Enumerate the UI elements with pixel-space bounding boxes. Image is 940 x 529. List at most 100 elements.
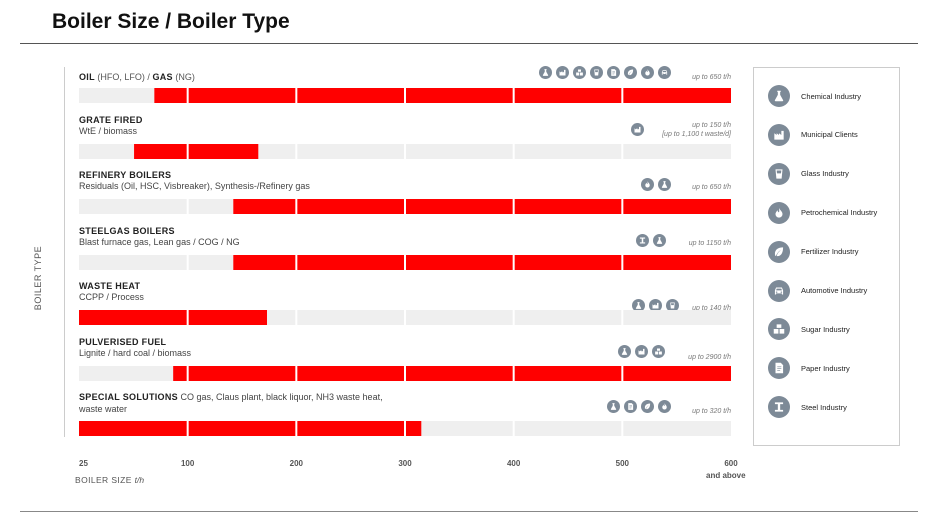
boiler-row: WASTE HEAT CCPP / Process up to 140 t/h xyxy=(79,281,731,337)
boiler-row: SPECIAL SOLUTIONS CO gas, Claus plant, b… xyxy=(79,392,731,448)
capacity-bar xyxy=(134,144,259,159)
legend-item: Chemical Industry xyxy=(768,84,861,108)
sugar-icon xyxy=(573,66,586,79)
bar-track xyxy=(79,144,731,159)
municipal-icon xyxy=(556,66,569,79)
bar-chart-svg xyxy=(134,144,624,159)
industry-legend: Chemical Industry Municipal Clients Glass … xyxy=(753,67,900,446)
legend-label: Glass Industry xyxy=(801,169,849,179)
fertilizer-icon xyxy=(768,240,790,263)
grid-separator xyxy=(621,421,624,436)
chemical-icon xyxy=(632,299,645,312)
row-capacity-text: up to 650 t/h xyxy=(692,184,731,191)
title-divider xyxy=(20,43,918,44)
grid-separator xyxy=(186,144,189,159)
capacity-bar xyxy=(233,199,731,214)
row-industry-icons xyxy=(618,345,665,358)
grid-separator xyxy=(512,144,515,159)
bar-chart-svg xyxy=(154,88,731,103)
x-tick-label: 400 xyxy=(506,459,521,468)
grid-separator xyxy=(404,88,406,103)
row-title-main: OIL xyxy=(79,72,95,82)
row-subtitle: Residuals (Oil, HSC, Visbreaker), Synthe… xyxy=(79,181,310,191)
grid-separator xyxy=(512,88,515,103)
petrochemical-icon xyxy=(768,201,790,224)
row-title: OIL (HFO, LFO) / GAS (NG) xyxy=(79,72,195,82)
petrochemical-icon xyxy=(641,178,654,191)
bar-track xyxy=(79,366,731,381)
paper-icon xyxy=(607,66,620,79)
chemical-icon xyxy=(768,85,790,107)
chemical-icon xyxy=(653,234,666,247)
row-capacity-range: up to 650 t/h xyxy=(692,73,731,82)
legend-label: Petrochemical Industry xyxy=(801,208,878,218)
grid-separator xyxy=(404,199,406,214)
grid-separator xyxy=(295,144,298,159)
bar-chart-svg xyxy=(79,310,624,325)
grid-separator xyxy=(512,199,515,214)
automotive-icon xyxy=(768,279,790,302)
chemical-icon xyxy=(607,400,620,413)
legend-item: Steel Industry xyxy=(768,395,847,419)
row-title-detail-2: (NG) xyxy=(175,72,195,82)
x-tick-label: 100 xyxy=(180,459,195,468)
boiler-row: REFINERY BOILERS Residuals (Oil, HSC, Vis… xyxy=(79,170,731,226)
row-subtitle: WtE / biomass xyxy=(79,126,138,136)
fertilizer-icon xyxy=(624,66,637,79)
x-axis-label: BOILER SIZE t/h xyxy=(75,475,144,485)
sugar-icon xyxy=(768,318,790,341)
row-title-main: REFINERY BOILERS xyxy=(79,170,172,180)
grid-separator xyxy=(621,144,624,159)
row-industry-icons xyxy=(631,123,644,136)
boiler-row: STEELGAS BOILERS Blast furnace gas, Lean … xyxy=(79,226,731,282)
row-title-main: PULVERISED FUEL xyxy=(79,337,167,347)
row-industry-icons xyxy=(607,400,671,413)
grid-separator xyxy=(621,310,624,325)
row-subtitle: Blast furnace gas, Lean gas / COG / NG xyxy=(79,237,240,247)
grid-separator xyxy=(512,366,515,381)
grid-separator xyxy=(295,255,298,270)
grid-separator xyxy=(186,421,189,436)
grid-separator xyxy=(512,310,515,325)
steel-icon xyxy=(768,396,790,419)
row-industry-icons xyxy=(632,299,679,312)
legend-label: Steel Industry xyxy=(801,402,847,412)
row-title-detail: CO gas, Claus plant, black liquor, NH3 w… xyxy=(79,392,383,414)
x-tick-label: 500 xyxy=(615,459,630,468)
bar-track xyxy=(79,421,731,436)
legend-item: Paper Industry xyxy=(768,356,850,380)
grid-separator xyxy=(295,366,298,381)
legend-item: Fertilizer Industry xyxy=(768,240,859,264)
chemical-icon xyxy=(539,66,552,79)
bottom-divider xyxy=(20,511,918,512)
bar-track xyxy=(79,310,731,325)
municipal-icon xyxy=(649,299,662,312)
row-title-detail: (HFO, LFO) / xyxy=(97,72,150,82)
legend-label: Chemical Industry xyxy=(801,91,862,101)
row-industry-icons xyxy=(636,234,666,247)
capacity-bar xyxy=(233,255,731,270)
glass-icon xyxy=(666,299,679,312)
grid-separator xyxy=(295,88,298,103)
row-capacity-range: up to 650 t/h xyxy=(692,183,731,192)
bar-chart-svg xyxy=(186,199,731,214)
row-title-main-2: GAS xyxy=(152,72,173,82)
legend-label: Fertilizer Industry xyxy=(801,247,859,257)
row-industry-icons xyxy=(539,66,671,79)
row-capacity-range: up to 140 t/h xyxy=(692,304,731,313)
grid-separator xyxy=(186,310,189,325)
capacity-bar xyxy=(79,310,267,325)
row-title: PULVERISED FUEL xyxy=(79,337,166,347)
automotive-icon xyxy=(658,66,671,79)
legend-label: Automotive Industry xyxy=(801,286,868,295)
row-capacity-text: up to 320 t/h xyxy=(692,408,731,415)
row-capacity-range: up to 2900 t/h xyxy=(688,353,731,362)
row-capacity-text: up to 1150 t/h xyxy=(688,240,731,247)
row-title: STEELGAS BOILERS xyxy=(79,226,175,236)
x-tick-and-above: and above xyxy=(706,471,746,480)
boiler-row: OIL (HFO, LFO) / GAS (NG) up to 650 t/h xyxy=(79,66,731,128)
boiler-row: PULVERISED FUEL Lignite / hard coal / bio… xyxy=(79,337,731,393)
glass-icon xyxy=(590,66,603,79)
steel-icon xyxy=(636,234,649,247)
x-axis-unit: t/h xyxy=(134,475,145,485)
